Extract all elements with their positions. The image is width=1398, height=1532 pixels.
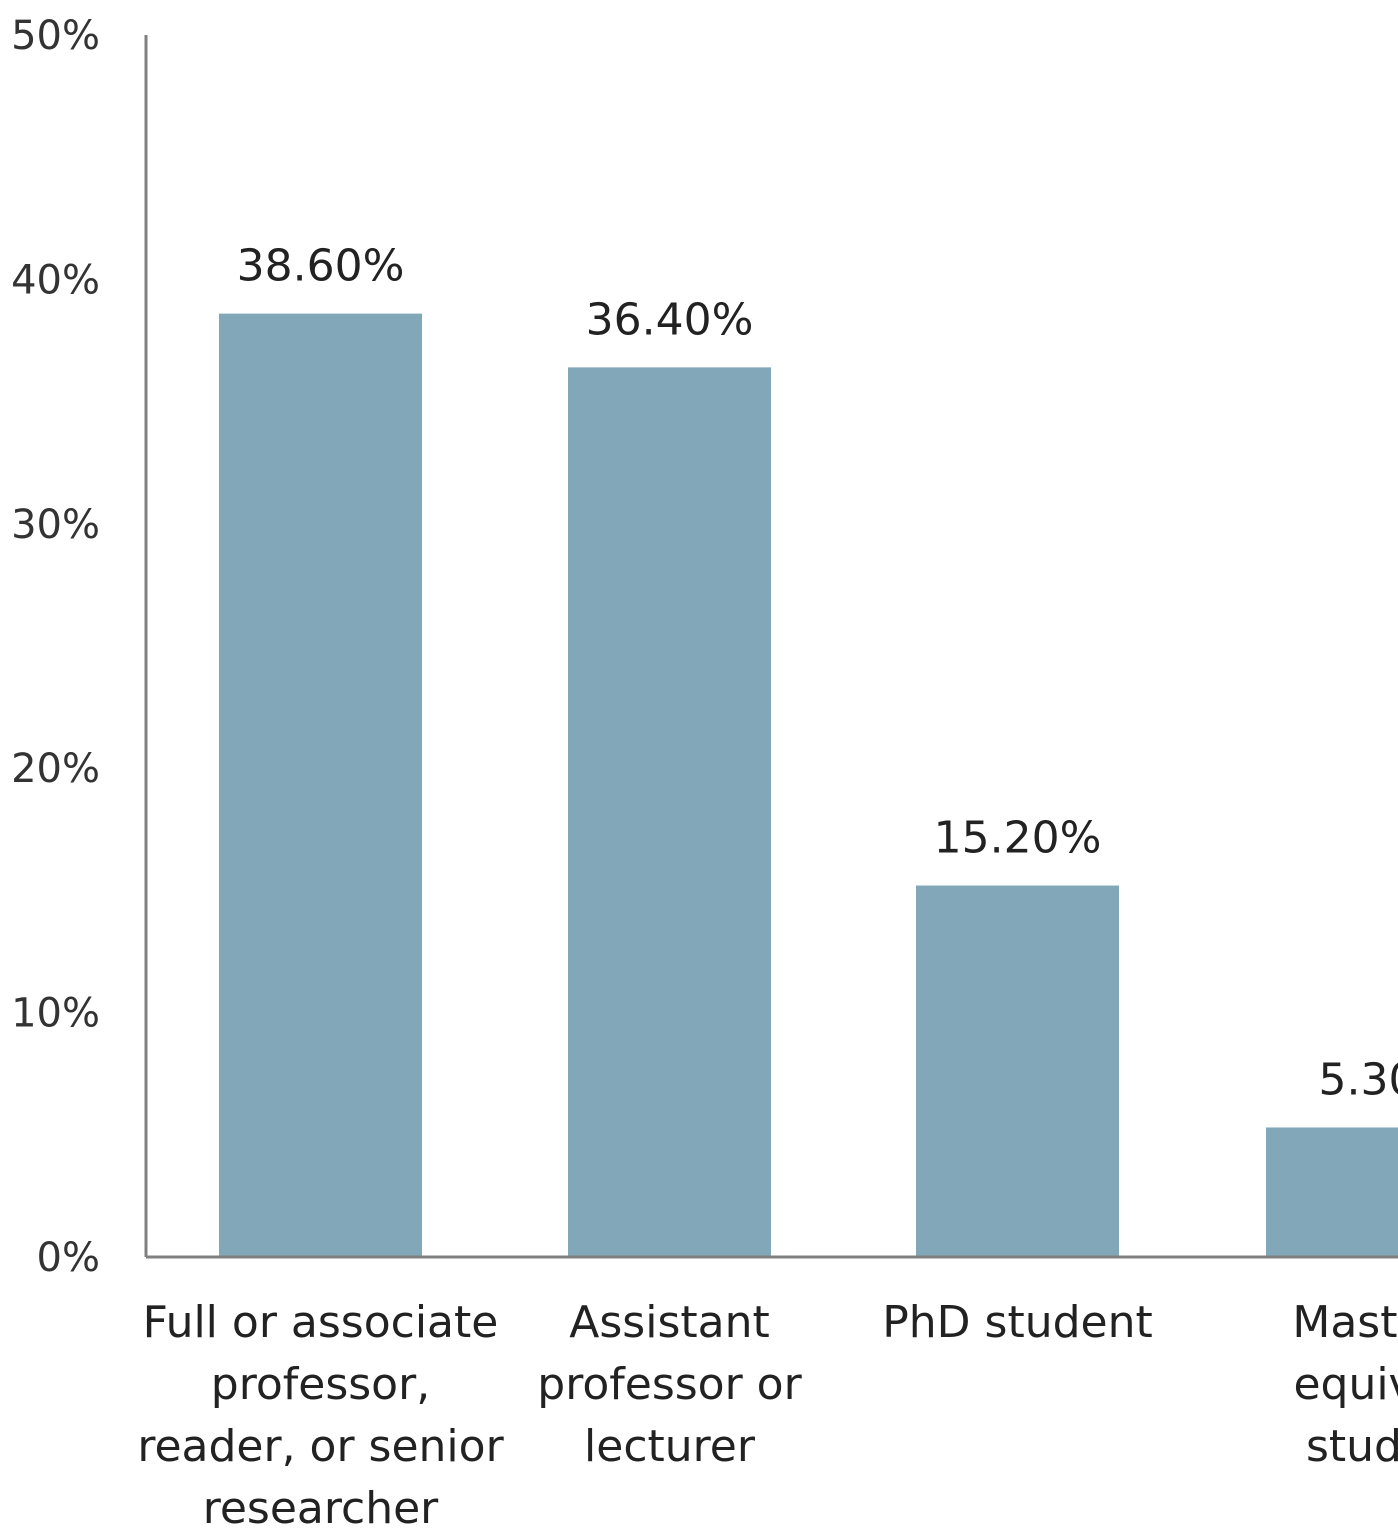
data-label: 15.20% <box>934 813 1102 864</box>
data-label: 38.60% <box>237 241 405 292</box>
category-label-line: Full or associate <box>143 1297 499 1348</box>
category-label-line: Assistant <box>569 1297 769 1348</box>
y-tick-label: 20% <box>11 746 100 792</box>
data-label: 5.30 <box>1319 1054 1398 1105</box>
bar <box>219 313 422 1258</box>
category-label-line: stude <box>1306 1421 1398 1472</box>
y-tick-label: 30% <box>11 502 100 548</box>
category-label-line: professor, <box>211 1359 430 1410</box>
category-label: PhD student <box>882 1297 1153 1348</box>
bar <box>916 885 1119 1257</box>
y-tick-label: 40% <box>11 257 100 303</box>
category-labels: Full or associate professor, reader, or se… <box>137 1297 1398 1532</box>
category-label: Full or associate professor, reader, or se… <box>137 1297 504 1532</box>
category-label-line: PhD student <box>882 1297 1153 1348</box>
category-label: Master equiva stude <box>1292 1297 1398 1472</box>
category-label-line: researcher <box>203 1483 439 1532</box>
y-axis-ticks: 0% 10% 20% 30% 40% 50% <box>11 13 100 1281</box>
category-label: Assistant professor or lecturer <box>537 1297 802 1472</box>
y-tick-label: 0% <box>37 1235 100 1281</box>
category-label-line: lecturer <box>584 1421 756 1472</box>
category-label-line: reader, or senior <box>137 1421 504 1472</box>
y-tick-label: 50% <box>11 13 100 59</box>
category-label-line: equiva <box>1293 1359 1398 1410</box>
bar <box>1266 1127 1398 1257</box>
data-label: 36.40% <box>586 294 754 345</box>
category-label-line: professor or <box>537 1359 802 1410</box>
bars <box>219 313 1398 1258</box>
y-tick-label: 10% <box>11 991 100 1037</box>
category-label-line: Master <box>1292 1297 1398 1348</box>
bar <box>568 367 771 1257</box>
data-labels: 38.60% 36.40% 15.20% 5.30 <box>237 241 1398 1106</box>
